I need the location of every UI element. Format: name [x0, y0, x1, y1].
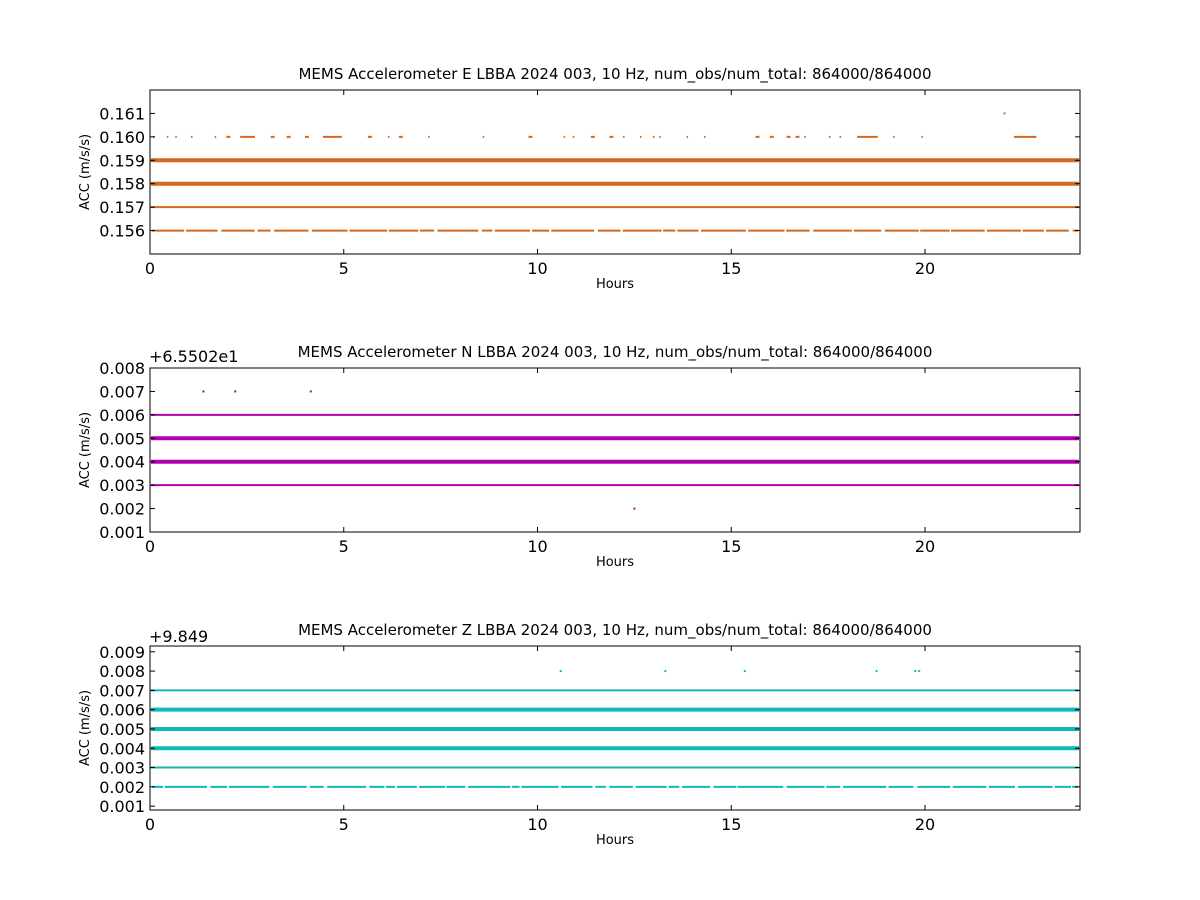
x-axis-label: Hours	[596, 555, 634, 570]
chart-title: MEMS Accelerometer Z LBBA 2024 003, 10 H…	[298, 621, 932, 640]
x-tick-label: 15	[721, 537, 741, 556]
x-tick-label: 15	[721, 815, 741, 834]
y-tick-label: 0.009	[99, 643, 145, 662]
y-offset-text: +6.5502e1	[149, 347, 238, 366]
chart-title: MEMS Accelerometer E LBBA 2024 003, 10 H…	[298, 65, 931, 84]
y-axis-label: ACC (m/s/s)	[78, 412, 93, 488]
y-tick-label: 0.007	[99, 681, 145, 700]
y-tick-label: 0.006	[99, 701, 145, 720]
x-tick-label: 15	[721, 259, 741, 278]
outlier-point	[559, 670, 562, 673]
x-tick-label: 20	[915, 537, 935, 556]
outlier-point	[633, 507, 636, 510]
y-tick-label: 0.005	[99, 720, 145, 739]
data-marks	[151, 390, 1079, 510]
y-tick-label: 0.161	[99, 104, 145, 123]
outlier-point	[664, 670, 667, 673]
y-tick-label: 0.003	[99, 759, 145, 778]
x-tick-label: 5	[339, 259, 349, 278]
y-tick-label: 0.008	[99, 359, 145, 378]
subplot-z: MEMS Accelerometer Z LBBA 2024 003, 10 H…	[78, 621, 1081, 848]
y-tick-label: 0.004	[99, 739, 145, 758]
outlier-point	[918, 670, 921, 673]
axes-frame	[149, 645, 1081, 811]
x-axis-label: Hours	[596, 833, 634, 848]
x-tick-label: 20	[915, 259, 935, 278]
x-tick-label: 10	[527, 259, 547, 278]
x-tick-label: 0	[145, 259, 155, 278]
axes-frame	[149, 367, 1081, 533]
x-axis-label: Hours	[596, 277, 634, 292]
y-tick-label: 0.001	[99, 797, 145, 816]
outlier-point	[875, 670, 878, 673]
y-axis-label: ACC (m/s/s)	[78, 690, 93, 766]
y-tick-label: 0.001	[99, 523, 145, 542]
y-axis-label: ACC (m/s/s)	[78, 134, 93, 210]
y-tick-label: 0.156	[99, 222, 145, 241]
x-tick-label: 5	[339, 815, 349, 834]
plot-area	[150, 90, 1080, 254]
ticks: 0 5 10 15 20 0.001 0.002 0.003 0.004 0.005 0.006 0.…	[99, 359, 1080, 556]
axes-frame	[149, 89, 1081, 255]
plot-area	[150, 368, 1080, 532]
y-tick-label: 0.004	[99, 453, 145, 472]
y-tick-label: 0.159	[99, 151, 145, 170]
data-marks	[151, 112, 1079, 232]
x-tick-label: 0	[145, 537, 155, 556]
y-tick-label: 0.008	[99, 662, 145, 681]
chart-title: MEMS Accelerometer N LBBA 2024 003, 10 H…	[298, 343, 933, 362]
data-marks	[151, 670, 1079, 788]
outlier-point	[1003, 112, 1006, 115]
y-tick-label: 0.007	[99, 382, 145, 401]
y-tick-label: 0.158	[99, 175, 145, 194]
x-tick-label: 20	[915, 815, 935, 834]
x-tick-label: 5	[339, 537, 349, 556]
y-tick-label: 0.003	[99, 476, 145, 495]
y-offset-text: +9.849	[149, 627, 208, 646]
ticks: 0 5 10 15 20 0.156 0.157 0.158 0.159 0.160 0.161	[99, 90, 1080, 278]
ticks: 0 5 10 15 200.0010.0020.0030.0040.0050.0060.…	[99, 643, 1080, 834]
y-tick-label: 0.006	[99, 406, 145, 425]
x-tick-label: 10	[527, 537, 547, 556]
y-tick-label: 0.157	[99, 198, 145, 217]
outlier-point	[309, 390, 312, 393]
y-tick-label: 0.002	[99, 778, 145, 797]
x-tick-label: 10	[527, 815, 547, 834]
y-tick-label: 0.005	[99, 429, 145, 448]
x-tick-label: 0	[145, 815, 155, 834]
outlier-point	[743, 670, 746, 673]
subplot-e: MEMS Accelerometer E LBBA 2024 003, 10 H…	[78, 65, 1081, 292]
subplot-n: MEMS Accelerometer N LBBA 2024 003, 10 H…	[78, 343, 1081, 570]
y-tick-label: 0.160	[99, 128, 145, 147]
y-tick-label: 0.002	[99, 500, 145, 519]
outlier-point	[234, 390, 237, 393]
outlier-point	[202, 390, 205, 393]
outlier-point	[914, 670, 917, 673]
